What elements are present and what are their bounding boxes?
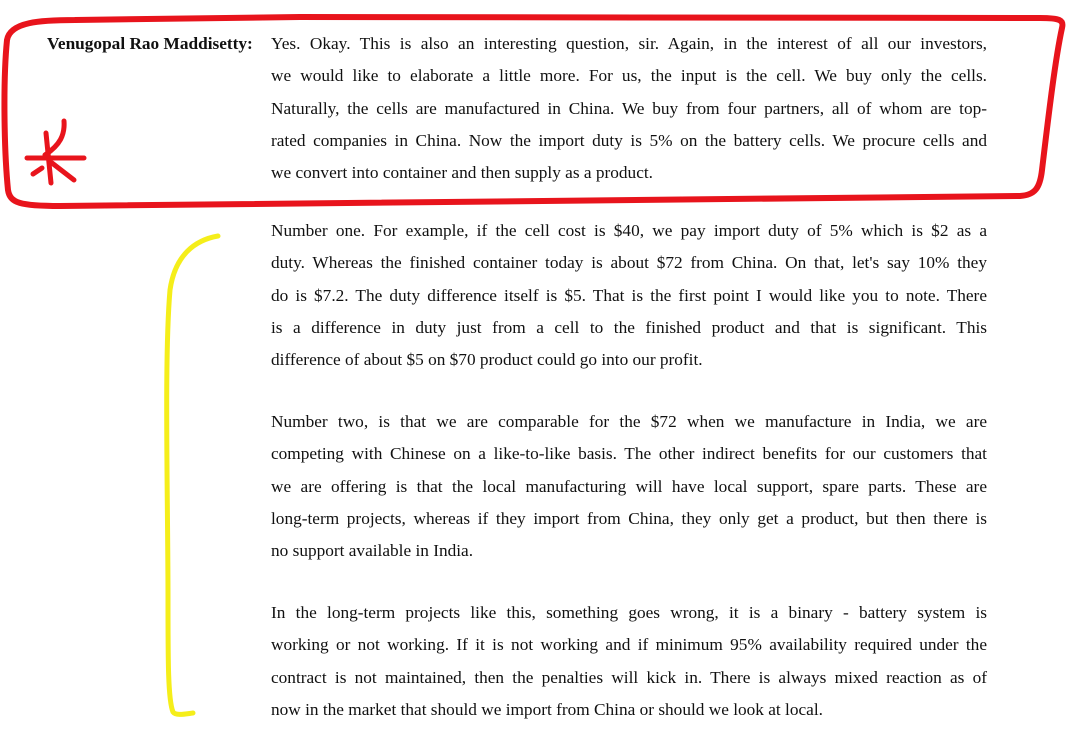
text-line: we are offering is that the local manufa…	[271, 476, 987, 496]
text-line: do is $7.2. The duty difference itself i…	[271, 285, 987, 305]
text-line: Number two, is that we are comparable fo…	[271, 412, 987, 431]
text-line: Yes. Okay. This is also an interesting q…	[271, 34, 987, 53]
text-line: competing with Chinese on a like-to-like…	[271, 444, 987, 464]
text-line: no support available in India.	[271, 541, 474, 561]
text-line: Number one. For example, if the cell cos…	[271, 221, 987, 240]
text-line: we convert into container and then suppl…	[271, 163, 653, 183]
text-line: working or not working. If it is not wor…	[271, 635, 987, 655]
text-line: Naturally, the cells are manufactured in…	[271, 98, 987, 118]
text-line: difference of about $5 on $70 product co…	[271, 350, 703, 370]
text-line: duty. Whereas the finished container tod…	[271, 253, 987, 273]
text-line: long-term projects, whereas if they impo…	[271, 508, 987, 528]
text-line: is a difference in duty just from a cell…	[271, 317, 987, 337]
text-line: rated companies in China. Now the import…	[271, 130, 987, 150]
text-line: contract is not maintained, then the pen…	[271, 667, 987, 687]
text-line: we would like to elaborate a little more…	[271, 66, 987, 86]
text-line: In the long-term projects like this, som…	[271, 603, 987, 622]
asterisk-icon	[24, 118, 87, 186]
speaker-name: Venugopal Rao Maddisetty:	[47, 34, 253, 53]
text-line: now in the market that should we import …	[271, 699, 823, 719]
yellow-bracket	[164, 233, 221, 717]
